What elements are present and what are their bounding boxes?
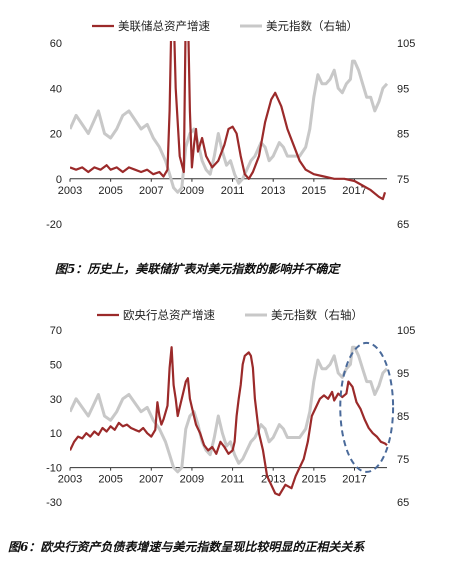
legend-label: 美元指数（右轴）	[266, 19, 358, 33]
right-axis-tick-label: 65	[397, 219, 409, 231]
series-line-dollar-index	[70, 59, 389, 194]
series-line-asset-growth	[70, 41, 387, 201]
left-axis-tick-label: 60	[50, 38, 62, 50]
x-axis-tick-label: 2007	[139, 474, 163, 486]
x-axis-tick-label: 2009	[180, 185, 204, 197]
chart-1: -20 0 20 40 60 65 75 85 95 105 2003 2005 2007 2009 201…	[46, 19, 415, 231]
left-axis-tick-label: -10	[46, 463, 62, 475]
chart-2: -30 -10 10 30 50 70 65 75 85 95 105 2003 2005 2007 200…	[46, 308, 415, 509]
left-axis-tick-label: -30	[46, 497, 62, 509]
right-axis-tick-label: 85	[397, 129, 409, 141]
x-axis-tick-label: 2003	[58, 185, 82, 197]
right-axis-tick-label: 95	[397, 368, 409, 380]
x-axis-tick-label: 2009	[180, 474, 204, 486]
figure-caption-5: 图5：历史上，美联储扩表对美元指数的影响并不确定	[55, 262, 340, 276]
x-axis-tick-label: 2005	[98, 185, 122, 197]
x-axis-tick-label: 2015	[302, 185, 326, 197]
right-axis-tick-label: 75	[397, 174, 409, 186]
right-axis-tick-label: 85	[397, 411, 409, 423]
left-axis-tick-label: 0	[56, 174, 62, 186]
figure-caption-6: 图6：欧央行资产负债表增速与美元指数呈现比较明显的正相关关系	[8, 540, 365, 554]
left-axis-tick-label: 40	[50, 83, 62, 95]
series-line-asset-growth	[70, 346, 388, 497]
right-axis-tick-label: 105	[397, 325, 415, 337]
x-axis-tick-label: 2011	[221, 185, 245, 197]
legend-label: 美元指数（右轴）	[271, 308, 363, 322]
legend-label: 欧央行总资产增速	[123, 308, 215, 322]
right-axis-tick-label: 75	[397, 454, 409, 466]
x-axis-tick-label: 2013	[261, 185, 285, 197]
x-axis-tick-label: 2017	[342, 185, 366, 197]
left-axis-tick-label: 10	[50, 428, 62, 440]
left-axis-tick-label: 30	[50, 394, 62, 406]
left-axis-tick-label: 50	[50, 359, 62, 371]
x-axis-tick-label: 2011	[221, 474, 245, 486]
right-axis-tick-label: 105	[397, 38, 415, 50]
x-axis-tick-label: 2015	[302, 474, 326, 486]
x-axis-tick-label: 2005	[98, 474, 122, 486]
right-axis-tick-label: 95	[397, 83, 409, 95]
x-axis-tick-label: 2003	[58, 474, 82, 486]
x-axis-tick-label: 2017	[342, 474, 366, 486]
right-axis-tick-label: 65	[397, 497, 409, 509]
x-axis-tick-label: 2007	[139, 185, 163, 197]
legend-label: 美联储总资产增速	[118, 19, 210, 33]
highlight-ellipse	[339, 341, 395, 473]
left-axis-tick-label: 70	[50, 325, 62, 337]
x-axis-tick-label: 2013	[261, 474, 285, 486]
left-axis-tick-label: -20	[46, 219, 62, 231]
left-axis-tick-label: 20	[50, 129, 62, 141]
